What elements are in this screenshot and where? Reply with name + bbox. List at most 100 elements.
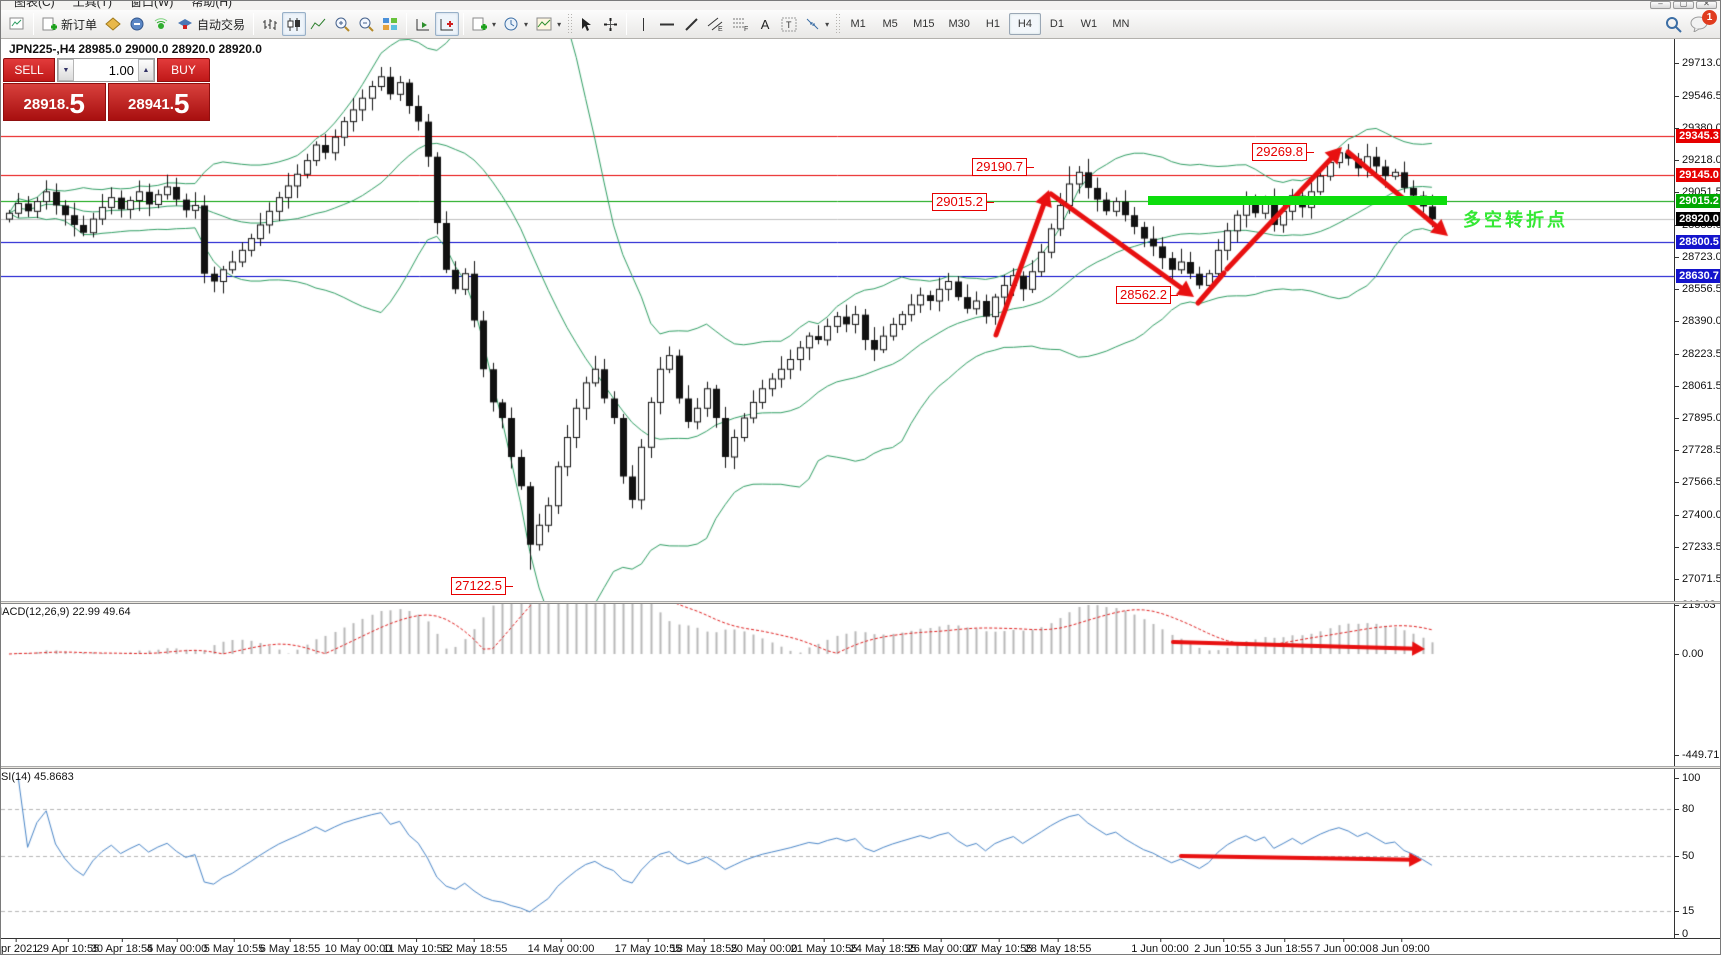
dropdown-caret-icon: ▾: [524, 19, 529, 29]
price-annotation-label[interactable]: 27122.5: [451, 577, 513, 595]
bar-chart-button[interactable]: [258, 12, 282, 36]
timeframe-group: M1 M5 M15 M30 H1 H4 D1 W1 MN: [842, 13, 1137, 35]
timeframe-h4[interactable]: H4: [1008, 13, 1041, 35]
separator: [406, 13, 408, 35]
chart-shift-icon: [439, 17, 455, 32]
cursor-tool-button[interactable]: [574, 12, 598, 36]
price-annotation-label[interactable]: 28562.2: [1116, 286, 1178, 304]
auto-trading-label: 自动交易: [197, 17, 246, 32]
x-axis-tick: 6 May 18:55: [260, 939, 320, 954]
volume-up-button[interactable]: ▲: [138, 59, 154, 81]
text-a-icon: A: [760, 16, 770, 32]
new-order-button[interactable]: 新订单: [38, 12, 101, 36]
close-button[interactable]: ✕: [1696, 1, 1717, 9]
x-axis-tick: 18 May 18:55: [671, 939, 737, 954]
tile-windows-button[interactable]: [378, 12, 402, 36]
signals-button[interactable]: [149, 12, 173, 36]
svg-text:F: F: [744, 26, 748, 32]
clock-icon: [504, 17, 519, 32]
menu-item[interactable]: 帮助(H): [191, 1, 232, 9]
horizontal-line-icon: [659, 19, 675, 30]
auto-trading-icon: [177, 17, 193, 32]
equidistant-channel-tool-button[interactable]: E: [703, 12, 728, 36]
timeframe-d1[interactable]: D1: [1049, 18, 1064, 30]
rsi-canvas[interactable]: [1, 769, 1674, 936]
templates-button[interactable]: ▾: [532, 12, 565, 36]
vertical-line-tool-button[interactable]: [631, 12, 655, 36]
chart-objects-button[interactable]: [101, 12, 125, 36]
fibonacci-tool-button[interactable]: F: [728, 12, 753, 36]
toolbar-drag-handle[interactable]: [567, 13, 573, 35]
timeframe-m5[interactable]: M5: [882, 18, 898, 30]
x-axis-tick: 7 Jun 00:00: [1314, 939, 1372, 954]
price-annotation-label[interactable]: 29190.7: [972, 158, 1034, 176]
macd-canvas[interactable]: [1, 604, 1674, 766]
indicators-button[interactable]: ▾: [468, 12, 500, 36]
periods-button[interactable]: ▾: [500, 12, 532, 36]
depth-icon: [129, 17, 145, 31]
timeframe-w1[interactable]: W1: [1080, 18, 1098, 30]
sell-button[interactable]: SELL: [3, 58, 55, 82]
macd-axis[interactable]: 219.03 0.00 -449.71: [1674, 599, 1720, 766]
svg-text:E: E: [718, 26, 723, 32]
price-annotation-label[interactable]: 29269.8: [1252, 143, 1314, 161]
buy-price-display[interactable]: 28941. 5: [107, 83, 210, 121]
menu-item[interactable]: 工具(T): [72, 1, 112, 9]
menu-item[interactable]: 图表(C): [14, 1, 55, 9]
line-chart-button[interactable]: [306, 12, 330, 36]
separator: [253, 13, 255, 35]
price-level-badge: 29145.0: [1676, 168, 1720, 183]
price-axis[interactable]: 29713.029546.529380.029218.029051.528885…: [1674, 39, 1720, 601]
horizontal-line-tool-button[interactable]: [655, 12, 679, 36]
trendline-tool-button[interactable]: [679, 12, 703, 36]
price-annotation-label[interactable]: 29015.2: [932, 193, 994, 211]
one-click-trading-widget: SELL ▼ ▲ BUY 28918.5 28941.5: [3, 58, 210, 121]
search-icon[interactable]: [1665, 16, 1682, 33]
auto-trading-button[interactable]: 自动交易: [173, 12, 249, 36]
panel-splitter[interactable]: [1, 766, 1720, 769]
maximize-button[interactable]: ▢: [1673, 1, 1694, 9]
buy-button[interactable]: BUY: [157, 58, 210, 82]
menu-item[interactable]: 窗口(W): [130, 1, 174, 9]
sell-price-display[interactable]: 28918. 5: [3, 83, 106, 121]
toolbar-drag-handle[interactable]: [835, 13, 841, 35]
candlestick-icon: [286, 17, 302, 32]
chart-shift-button[interactable]: [435, 12, 460, 36]
support-zone-rectangle[interactable]: [1148, 196, 1447, 205]
timeframe-h1[interactable]: H1: [985, 18, 1000, 30]
x-axis-tick: 28 May 18:55: [1025, 939, 1091, 954]
timeframe-m30[interactable]: M30: [948, 18, 970, 30]
notifications-button[interactable]: 1: [1690, 10, 1717, 32]
auto-scroll-icon: [415, 17, 431, 32]
rsi-axis[interactable]: 100 80 50 15 0: [1674, 769, 1720, 940]
zoom-in-button[interactable]: [330, 12, 354, 36]
auto-scroll-button[interactable]: [411, 12, 435, 36]
timeframe-m15[interactable]: M15: [913, 18, 935, 30]
rsi-indicator-label: RSI(14) 45.8683: [0, 771, 74, 783]
macd-indicator-label: MACD(12,26,9) 22.99 49.64: [0, 606, 131, 618]
volume-down-button[interactable]: ▼: [58, 59, 74, 81]
volume-input[interactable]: [74, 59, 138, 81]
template-icon: [536, 17, 552, 31]
arrows-tool-button[interactable]: ▾: [801, 12, 833, 36]
crosshair-icon: [603, 17, 618, 32]
market-depth-button[interactable]: [125, 12, 149, 36]
zoom-out-button[interactable]: [354, 12, 378, 36]
text-tool-button[interactable]: A: [753, 12, 777, 36]
text-label-tool-button[interactable]: T: [777, 12, 801, 36]
timeframe-mn[interactable]: MN: [1112, 18, 1130, 30]
main-chart-canvas[interactable]: [1, 39, 1674, 601]
x-axis-tick: 11 May 10:55: [383, 939, 449, 954]
x-axis-tick: 17 May 10:55: [615, 939, 681, 954]
new-order-icon: [42, 17, 57, 32]
chinese-note-label[interactable]: 多空转折点: [1463, 210, 1568, 230]
panel-splitter[interactable]: [1, 601, 1720, 604]
timeframe-m1[interactable]: M1: [850, 18, 866, 30]
new-chart-button[interactable]: [5, 12, 29, 36]
crosshair-tool-button[interactable]: [598, 12, 622, 36]
minimize-button[interactable]: –: [1650, 1, 1671, 9]
candlestick-chart-button[interactable]: [282, 12, 307, 36]
x-axis-tick: 3 Jun 18:55: [1255, 939, 1313, 954]
x-axis-tick: 5 May 10:55: [204, 939, 264, 954]
